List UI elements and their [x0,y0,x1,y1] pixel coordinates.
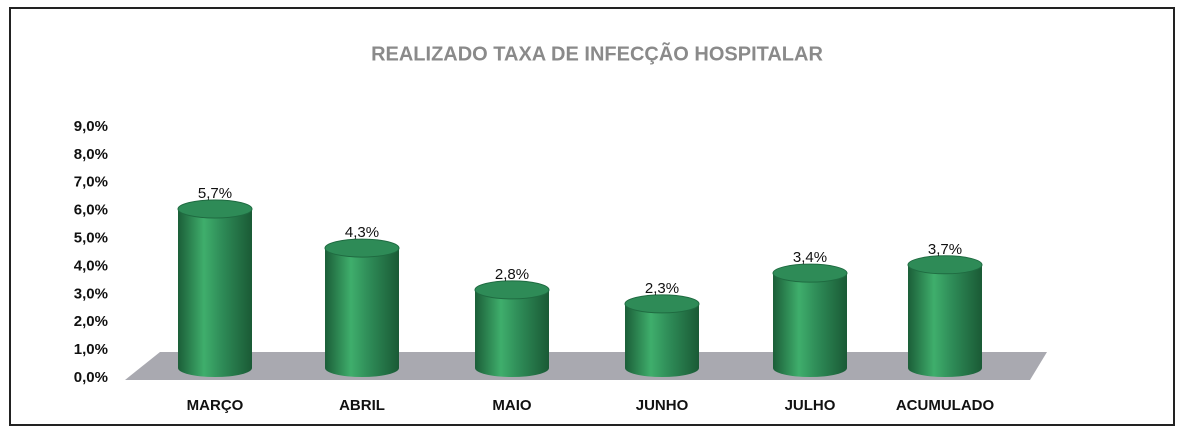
x-tick-label: MAIO [492,397,531,414]
y-tick-label: 9,0% [74,118,108,135]
bar-part [474,280,550,300]
bar-part [624,294,700,314]
bar-part [625,303,699,377]
bar-part [908,264,982,377]
bar [177,199,253,377]
x-tick-label: JULHO [785,397,836,414]
bar [907,255,983,377]
value-label: 4,3% [345,224,379,241]
x-tick-label: ABRIL [339,397,385,414]
x-tick-label: JUNHO [636,397,689,414]
bar-part [177,199,253,219]
y-tick-label: 1,0% [74,341,108,358]
y-tick-label: 6,0% [74,202,108,219]
y-tick-label: 2,0% [74,313,108,330]
bar-part [475,289,549,377]
x-tick-label: MARÇO [187,397,244,414]
bar-part [773,273,847,377]
bar-part [178,209,252,377]
value-label: 2,8% [495,266,529,283]
value-label: 2,3% [645,280,679,297]
y-tick-label: 5,0% [74,230,108,247]
bar-part [772,263,848,283]
y-tick-label: 7,0% [74,174,108,191]
bar-part [324,238,400,258]
y-tick-label: 3,0% [74,285,108,302]
bar-part [907,255,983,275]
y-tick-label: 4,0% [74,257,108,274]
bar [474,280,550,377]
value-label: 5,7% [198,185,232,202]
value-label: 3,7% [928,241,962,258]
value-label: 3,4% [793,249,827,266]
bar-part [325,248,399,377]
chart-title: REALIZADO TAXA DE INFECÇÃO HOSPITALAR [371,42,823,65]
y-tick-label: 8,0% [74,146,108,163]
x-tick-label: ACUMULADO [896,397,995,414]
bar [624,294,700,377]
y-tick-label: 0,0% [74,369,108,386]
bar [772,263,848,377]
bar [324,238,400,377]
